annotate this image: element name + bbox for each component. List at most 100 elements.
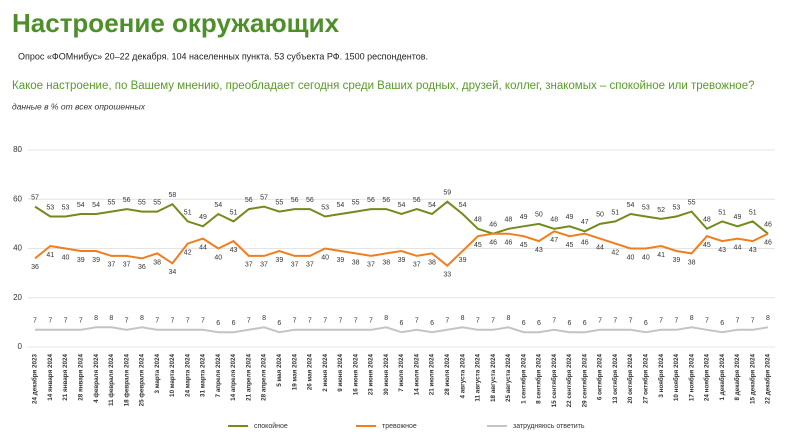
data-label: 7 bbox=[201, 318, 205, 325]
data-label: 7 bbox=[705, 318, 709, 325]
x-tick-label: 4 августа 2024 bbox=[459, 354, 466, 399]
data-label: 8 bbox=[262, 315, 266, 322]
x-tick-label: 19 мая 2024 bbox=[291, 354, 298, 391]
data-label: 7 bbox=[338, 318, 342, 325]
x-tick-label: 3 ноября 2024 bbox=[657, 354, 665, 398]
x-tick-label: 14 июля 2024 bbox=[413, 354, 420, 396]
x-tick-label: 30 июня 2024 bbox=[383, 354, 390, 396]
legend-label: тревожное bbox=[382, 423, 417, 430]
data-label: 7 bbox=[33, 318, 37, 325]
data-label: 43 bbox=[718, 247, 726, 254]
data-label: 39 bbox=[398, 257, 406, 264]
data-label: 7 bbox=[629, 318, 633, 325]
data-label: 50 bbox=[535, 212, 543, 219]
series-line bbox=[35, 326, 769, 334]
data-label: 7 bbox=[293, 318, 297, 325]
data-label: 8 bbox=[94, 315, 98, 322]
data-label: 45 bbox=[566, 242, 574, 249]
x-tick-label: 11 августа 2024 bbox=[475, 354, 482, 402]
data-label: 6 bbox=[644, 320, 648, 327]
data-label: 48 bbox=[474, 217, 482, 224]
x-tick-label: 20 октября 2024 bbox=[626, 354, 634, 404]
x-tick-label: 26 мая 2024 bbox=[307, 354, 314, 391]
data-label: 7 bbox=[674, 318, 678, 325]
data-label: 38 bbox=[352, 259, 360, 266]
data-label: 39 bbox=[672, 257, 680, 264]
data-label: 6 bbox=[232, 320, 236, 327]
data-label: 56 bbox=[382, 197, 390, 204]
y-tick-label: 20 bbox=[13, 293, 22, 302]
chart-title: Настроение окружающих bbox=[12, 8, 340, 38]
data-label: 8 bbox=[506, 315, 510, 322]
data-label: 37 bbox=[291, 262, 299, 269]
data-label: 7 bbox=[415, 318, 419, 325]
question: Какое настроение, по Вашему мнению, прео… bbox=[12, 80, 755, 92]
data-label: 41 bbox=[657, 252, 665, 259]
x-tick-label: 10 марта 2024 bbox=[169, 354, 176, 397]
x-tick-label: 22 декабря 2024 bbox=[764, 354, 772, 404]
y-tick-label: 40 bbox=[13, 244, 22, 253]
x-tick-label: 14 января 2024 bbox=[47, 354, 54, 401]
data-label: 49 bbox=[520, 214, 528, 221]
data-label: 7 bbox=[659, 318, 663, 325]
data-label: 36 bbox=[138, 264, 146, 271]
data-label: 39 bbox=[92, 257, 100, 264]
data-label: 53 bbox=[672, 204, 680, 211]
data-label: 7 bbox=[552, 318, 556, 325]
data-label: 51 bbox=[718, 209, 726, 216]
data-label: 48 bbox=[504, 217, 512, 224]
data-label: 34 bbox=[169, 269, 177, 276]
x-tick-label: 3 марта 2024 bbox=[154, 354, 161, 394]
data-label: 7 bbox=[247, 318, 251, 325]
x-tick-label: 8 декабря 2024 bbox=[733, 354, 741, 401]
data-label: 56 bbox=[291, 197, 299, 204]
data-label: 40 bbox=[214, 254, 222, 261]
data-label: 53 bbox=[62, 204, 70, 211]
data-label: 46 bbox=[581, 240, 589, 247]
data-label: 7 bbox=[369, 318, 373, 325]
data-label: 54 bbox=[214, 202, 222, 209]
data-label: 51 bbox=[611, 209, 619, 216]
x-tick-label: 25 августа 2024 bbox=[505, 354, 512, 402]
data-label: 54 bbox=[627, 202, 635, 209]
x-tick-label: 11 февраля 2024 bbox=[108, 354, 115, 406]
x-tick-label: 24 марта 2024 bbox=[184, 354, 191, 397]
data-label: 6 bbox=[216, 320, 220, 327]
data-label: 53 bbox=[642, 204, 650, 211]
data-label: 48 bbox=[550, 217, 558, 224]
x-tick-label: 4 февраля 2024 bbox=[93, 354, 100, 403]
data-label: 54 bbox=[77, 202, 85, 209]
data-label: 44 bbox=[734, 244, 742, 251]
data-label: 7 bbox=[64, 318, 68, 325]
x-tick-label: 9 июня 2024 bbox=[337, 354, 344, 392]
data-label: 7 bbox=[476, 318, 480, 325]
data-label: 46 bbox=[764, 222, 772, 229]
data-label: 33 bbox=[443, 272, 451, 279]
x-tick-label: 1 сентября 2024 bbox=[519, 354, 527, 404]
data-label: 7 bbox=[170, 318, 174, 325]
data-label: 7 bbox=[354, 318, 358, 325]
data-label: 51 bbox=[184, 209, 192, 216]
x-tick-label: 17 ноября 2024 bbox=[687, 354, 695, 402]
x-tick-label: 18 августа 2024 bbox=[490, 354, 497, 402]
data-label: 8 bbox=[384, 315, 388, 322]
data-label: 55 bbox=[153, 199, 161, 206]
subtitle: Опрос «ФОМнибус» 20–22 декабря. 104 насе… bbox=[18, 51, 428, 61]
data-label: 46 bbox=[504, 240, 512, 247]
series-line bbox=[34, 230, 769, 268]
x-tick-label: 28 апреля 2024 bbox=[261, 354, 268, 401]
data-label: 37 bbox=[413, 262, 421, 269]
data-label: 43 bbox=[230, 247, 238, 254]
data-label: 55 bbox=[275, 199, 283, 206]
data-label: 38 bbox=[428, 259, 436, 266]
x-tick-label: 6 октября 2024 bbox=[596, 354, 604, 401]
x-tick-label: 15 сентября 2024 bbox=[550, 354, 558, 408]
data-label: 39 bbox=[337, 257, 345, 264]
data-label: 7 bbox=[79, 318, 83, 325]
x-tick-label: 8 сентября 2024 bbox=[535, 354, 543, 404]
data-label: 51 bbox=[749, 209, 757, 216]
legend-label: спокойное bbox=[254, 422, 288, 430]
data-label: 57 bbox=[31, 194, 39, 201]
x-tick-label: 21 апреля 2024 bbox=[245, 354, 252, 401]
data-label: 7 bbox=[155, 318, 159, 325]
